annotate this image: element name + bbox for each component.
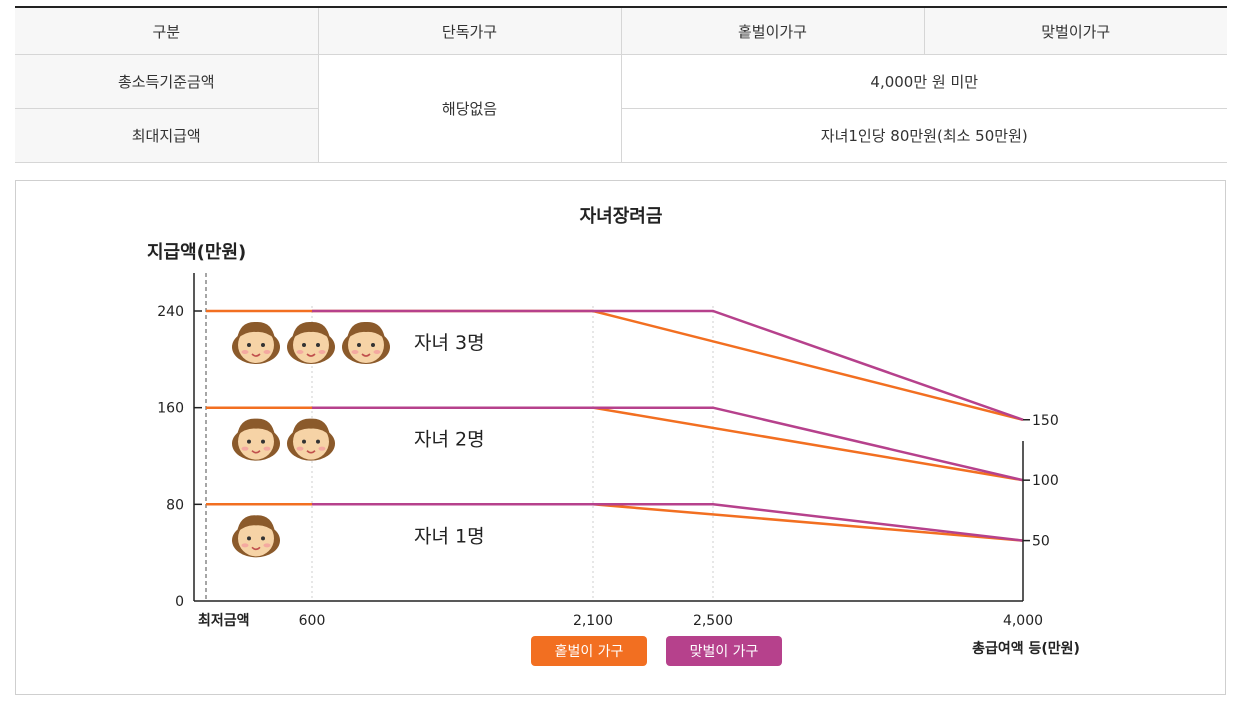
legend-swatch [666,636,782,666]
dual-earner-line [312,503,1024,542]
y-tick-label: 240 [157,304,184,320]
x-tick-label: 최저금액 [198,612,250,629]
legend-label: 맞벌이 가구 [690,644,759,660]
y-axis-title: 지급액(만원) [147,242,246,263]
y-tick-label: 0 [175,594,184,610]
series-lines [206,309,1024,542]
legend-swatch [531,636,647,666]
x-tick-label: 4,000 [1003,613,1043,629]
right-tick-label: 50 [1032,534,1050,550]
child-face-icon [231,417,281,462]
dual-earner-line [312,309,1024,421]
x-axis-title: 총급여액 등(만원) [972,640,1080,657]
single-earner-line [206,503,1024,542]
dual-earner-line [312,406,1024,482]
legend-label: 홑벌이 가구 [555,644,624,660]
gridlines [205,273,714,601]
single-earner-line [206,309,1024,422]
income-threshold-value: 4,000만 원 미만 [620,54,1227,109]
table-row: 총소득기준금액 해당없음 4,000만 원 미만 [15,54,1227,163]
child-face-icon [231,321,281,365]
table-header-row: 구분 단독가구 홑벌이가구 맞벌이가구 [15,7,1227,55]
child-face-icon [286,321,336,365]
y-tick-label: 80 [166,497,184,513]
header-dual-earner: 맞벌이가구 [923,7,1227,55]
y-tick-label: 160 [157,401,184,417]
group-label: 자녀 1명 [414,525,485,547]
header-single-household: 단독가구 [317,7,621,55]
eligibility-table: 구분 단독가구 홑벌이가구 맞벌이가구 총소득기준금액 해당없음 4,000만 … [15,6,1227,163]
child-face-icon [286,417,336,462]
header-category: 구분 [15,7,318,55]
header-single-earner: 홑벌이가구 [620,7,924,55]
child-face-icon [231,514,281,559]
right-tick-label: 100 [1032,473,1059,489]
chart-title: 자녀장려금 [580,206,663,227]
group-label: 자녀 3명 [414,332,485,354]
x-tick-label: 2,500 [693,613,733,629]
row-label-income-threshold: 총소득기준금액 [15,54,318,109]
children-icons [231,321,391,559]
max-payment-value: 자녀1인당 80만원(최소 50만원) [620,108,1227,163]
single-household-value: 해당없음 [317,54,621,163]
legend: 홑벌이 가구 맞벌이 가구 [531,636,782,666]
row-label-max-payment: 최대지급액 [15,108,318,163]
group-label: 자녀 2명 [414,429,485,451]
child-face-icon [341,321,391,365]
axes: 0 80 160 240 150 100 50 최저금액 600 2,100 2,500 4,000 [157,273,1059,629]
x-tick-label: 600 [299,613,326,629]
x-tick-label: 2,100 [573,613,613,629]
right-tick-label: 150 [1032,413,1059,429]
table-row: 최대지급액 자녀1인당 80만원(최소 50만원) [15,108,1227,163]
